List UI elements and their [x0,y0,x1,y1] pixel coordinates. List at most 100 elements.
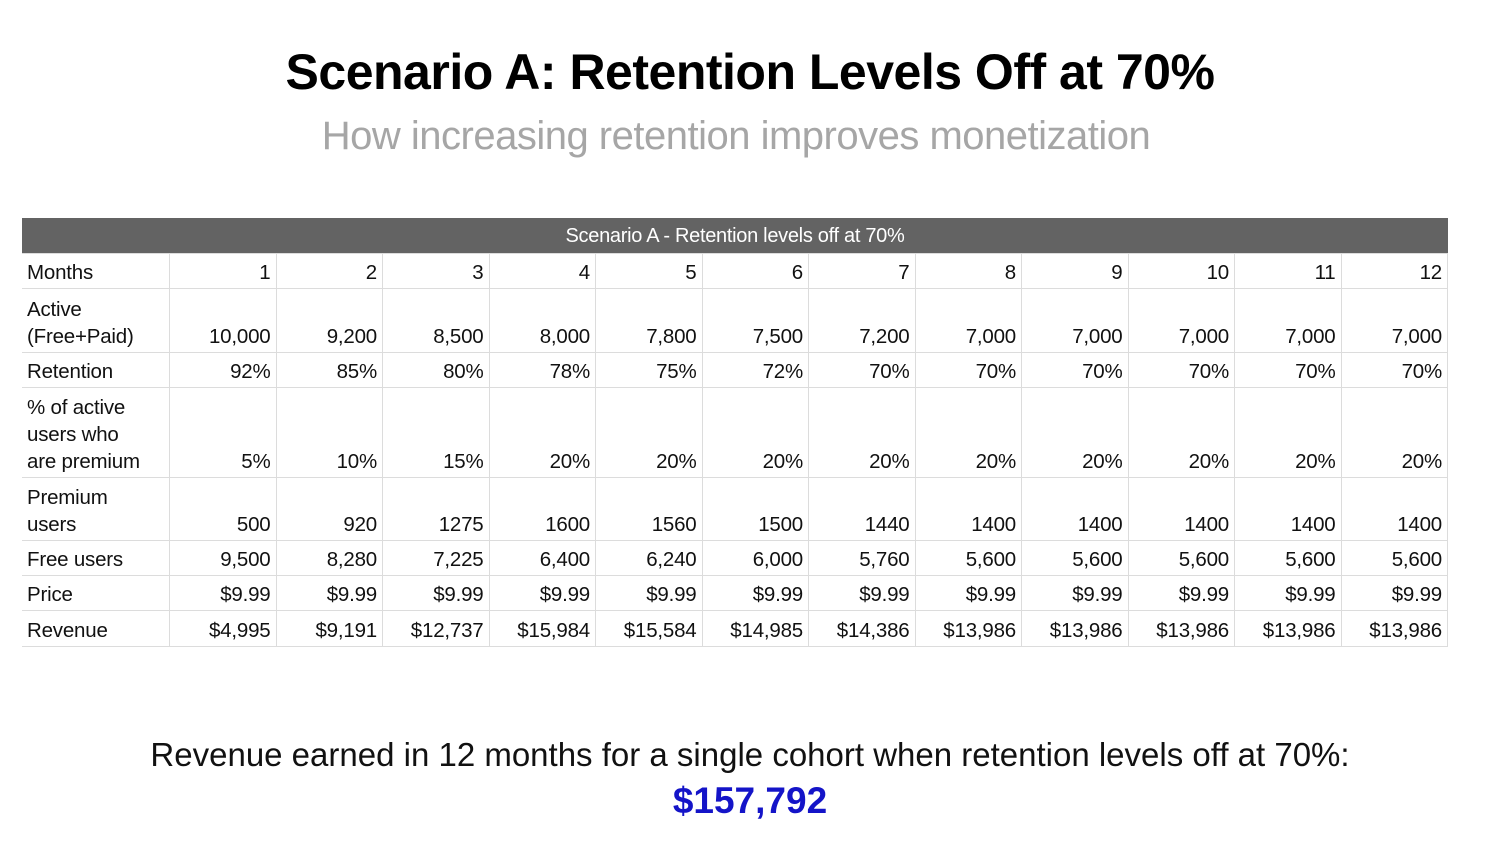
table-cell: 5,600 [1021,540,1129,576]
total-revenue: $157,792 [672,780,828,821]
table-cell: 92% [169,352,277,388]
table-cell: 70% [914,352,1022,388]
table-cell: 1560 [595,477,703,541]
table-cell: 8,500 [382,288,490,353]
table-cell: 9 [1021,253,1129,289]
table-cell: 20% [1127,387,1235,478]
table-cell: 1275 [382,477,490,541]
table-cell: 20% [1234,387,1342,478]
table-cell: 5,600 [914,540,1022,576]
table-row-price: Price $9.99 $9.99 $9.99 $9.99 $9.99 $9.99 $9.99… [22,575,1448,611]
table-cell: 500 [169,477,277,541]
table-cell: 1400 [1234,477,1342,541]
summary-text: Revenue earned in 12 months for a single… [150,736,1350,773]
table-cell: 70% [1340,352,1448,388]
row-label: Premium users [22,477,170,541]
row-label: Active (Free+Paid) [22,288,170,353]
table-cell: $9.99 [1127,575,1235,611]
table-cell: 4 [488,253,596,289]
row-label-line: Active [27,298,82,321]
slide-subtitle: How increasing retention improves moneti… [321,114,1151,158]
table-cell: $13,986 [1234,610,1342,647]
row-label: Price [22,575,170,611]
table-cell: 7,000 [1021,288,1129,353]
table-cell: 70% [1021,352,1129,388]
table-cell: 20% [1340,387,1448,478]
table-cell: 10 [1127,253,1235,289]
row-label-line: (Free+Paid) [27,325,134,348]
table-cell: 1400 [1127,477,1235,541]
table-cell: 12 [1340,253,1448,289]
table-cell: 3 [382,253,490,289]
table-cell: 8,280 [275,540,383,576]
table-cell: 7,000 [1234,288,1342,353]
table-cell: 920 [275,477,383,541]
table-cell: 10,000 [169,288,277,353]
table-cell: $4,995 [169,610,277,647]
table-cell: $9.99 [701,575,809,611]
table-row-active-users: Active (Free+Paid) 10,000 9,200 8,500 8,000 7,… [22,288,1448,353]
row-label-line: % of active [27,396,126,419]
table-cell: 72% [701,352,809,388]
table-cell: 7,800 [595,288,703,353]
table-cell: 1440 [808,477,916,541]
table-cell: 78% [488,352,596,388]
table-cell: 75% [595,352,703,388]
table-cell: $15,584 [595,610,703,647]
table-cell: 1400 [1021,477,1129,541]
table-cell: 5,600 [1340,540,1448,576]
table-cell: 70% [1234,352,1342,388]
table-banner: Scenario A - Retention levels off at 70% [22,218,1448,253]
table-cell: 20% [595,387,703,478]
table-cell: 1400 [914,477,1022,541]
table-cell: 85% [275,352,383,388]
table-cell: $15,984 [488,610,596,647]
table-cell: $9.99 [275,575,383,611]
table-cell: 5,600 [1234,540,1342,576]
slide-title: Scenario A: Retention Levels Off at 70% [285,44,1215,100]
table-cell: 20% [914,387,1022,478]
row-label-line: Premium [27,486,108,509]
table-cell: 7,200 [808,288,916,353]
table-cell: $13,986 [1021,610,1129,647]
table-cell: 11 [1234,253,1342,289]
table-row-percent-premium: % of active users who are premium 5% 10% 15% 2… [22,387,1448,478]
table-cell: 7,000 [914,288,1022,353]
table-cell: 20% [808,387,916,478]
row-label: % of active users who are premium [22,387,170,478]
table-row-free-users: Free users 9,500 8,280 7,225 6,400 6,240 6,000… [22,540,1448,576]
retention-table: Scenario A - Retention levels off at 70%… [22,218,1448,647]
table-cell: $13,986 [914,610,1022,647]
table-cell: $14,386 [808,610,916,647]
table-cell: 70% [808,352,916,388]
table-cell: 2 [275,253,383,289]
table-cell: 70% [1127,352,1235,388]
table-cell: 1600 [488,477,596,541]
table-cell: 20% [1021,387,1129,478]
table-cell: $9,191 [275,610,383,647]
table-cell: 7,500 [701,288,809,353]
data-grid: Months 1 2 3 4 5 6 7 8 9 10 11 12 Active (Free+Paid) 10… [22,253,1448,647]
table-cell: $9.99 [1340,575,1448,611]
table-row-revenue: Revenue $4,995 $9,191 $12,737 $15,984 $15,584… [22,610,1448,647]
table-cell: 8 [914,253,1022,289]
table-cell: 1500 [701,477,809,541]
table-cell: $9.99 [595,575,703,611]
row-label-line: users who [27,423,119,446]
row-label: Free users [22,540,170,576]
table-cell: 6,400 [488,540,596,576]
table-cell: $13,986 [1127,610,1235,647]
table-cell: 7,225 [382,540,490,576]
table-cell: $13,986 [1340,610,1448,647]
table-cell: 5 [595,253,703,289]
table-cell: 7,000 [1340,288,1448,353]
table-cell: $9.99 [808,575,916,611]
table-cell: 20% [701,387,809,478]
table-cell: 10% [275,387,383,478]
table-cell: 20% [488,387,596,478]
table-cell: 5,760 [808,540,916,576]
row-label: Retention [22,352,170,388]
table-row-premium-users: Premium users 500 920 1275 1600 1560 1500 1440 14… [22,477,1448,541]
table-cell: 7 [808,253,916,289]
table-cell: $9.99 [169,575,277,611]
